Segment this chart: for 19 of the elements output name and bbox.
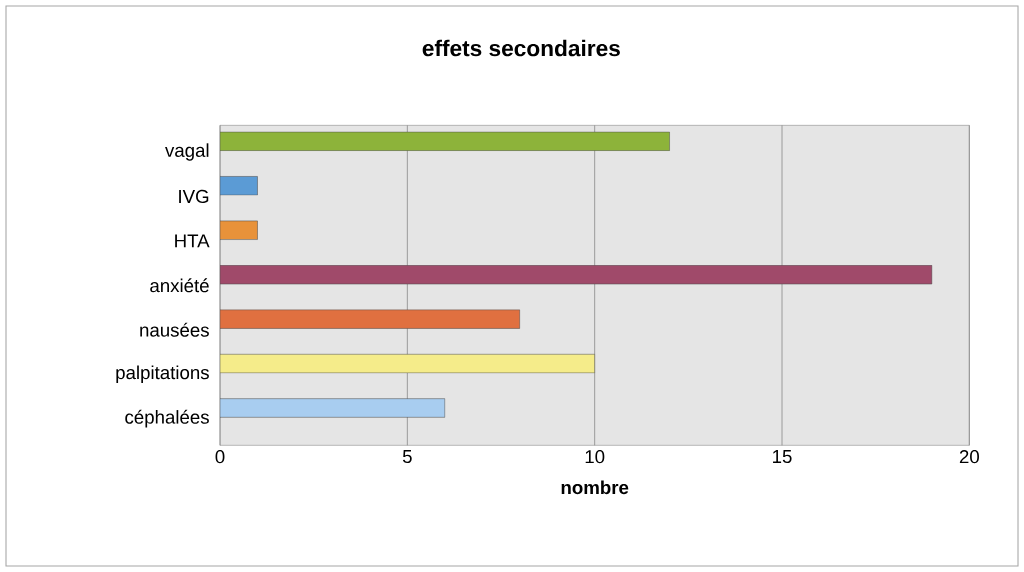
y-tick-label: nausées <box>140 322 209 337</box>
y-tick-label: palpitations <box>116 365 209 383</box>
bar <box>220 176 258 196</box>
y-tick-label: vagal <box>165 143 209 161</box>
x-tick-label: 20 <box>959 450 979 464</box>
x-tick-label: 15 <box>773 450 792 464</box>
bar <box>220 353 595 374</box>
x-tick-label: 0 <box>215 450 225 464</box>
x-tick-label: 5 <box>402 450 412 464</box>
bar <box>220 265 933 285</box>
y-tick-label: anxiété <box>150 278 209 293</box>
x-tick-label: 10 <box>585 450 605 464</box>
bar <box>220 309 521 329</box>
y-tick-label: céphalées <box>125 409 209 428</box>
y-tick-label: IVG <box>179 189 209 204</box>
bar <box>220 131 670 151</box>
x-axis-title: nombre <box>561 480 629 495</box>
y-tick-label: HTA <box>175 234 210 248</box>
chart-title: effets secondaires <box>422 39 620 57</box>
